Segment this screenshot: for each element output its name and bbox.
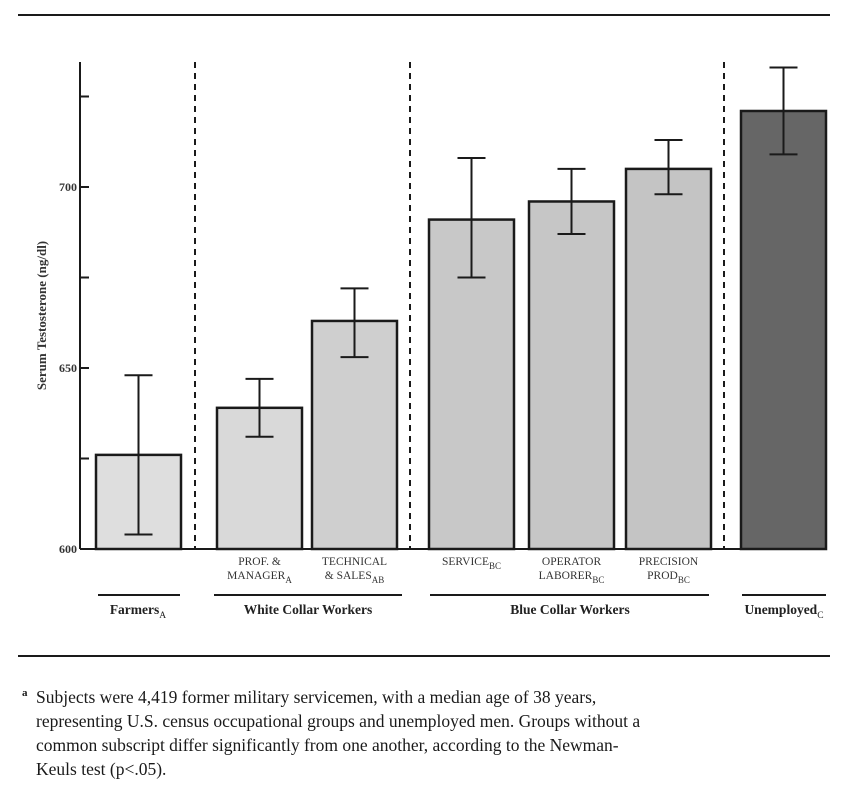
group-subscript: C: [817, 611, 823, 621]
top-rule: [18, 14, 830, 16]
category-label: PRECISION: [639, 556, 699, 568]
bar: [310, 319, 399, 551]
footnote: a Subjects were 4,419 former military se…: [22, 685, 834, 781]
y-tick-label: 700: [59, 180, 77, 194]
category-label: SERVICEBC: [442, 556, 501, 571]
category-subscript: AB: [372, 575, 385, 585]
category-label: & SALESAB: [325, 570, 384, 585]
category-label: LABORERBC: [539, 570, 605, 585]
group-subscript: A: [159, 611, 166, 621]
footnote-line: representing U.S. census occupational gr…: [36, 711, 641, 731]
category-label: MANAGERA: [227, 570, 292, 585]
group-label: FarmersA: [110, 602, 166, 621]
bar: [527, 200, 616, 551]
category-subscript: BC: [678, 575, 690, 585]
y-axis-label: Serum Testosterone (ng/dl): [34, 241, 49, 390]
group-label: Blue Collar Workers: [510, 602, 630, 617]
bar: [739, 109, 828, 551]
footnote-line: Keuls test (p<.05).: [36, 759, 167, 779]
category-subscript: A: [285, 575, 292, 585]
bottom-rule: [18, 655, 830, 657]
group-label: UnemployedC: [744, 602, 823, 621]
category-label: PRODBC: [647, 570, 690, 585]
bar-chart: 600 650 700 Serum Testosterone (ng/dl) PROF.…: [34, 62, 828, 621]
footnote-line: Subjects were 4,419 former military serv…: [36, 687, 597, 707]
category-label: OPERATOR: [542, 556, 602, 568]
footnote-line: common subscript differ significantly fr…: [36, 735, 619, 755]
category-label: TECHNICAL: [322, 556, 387, 568]
y-tick-label: 650: [59, 361, 77, 375]
footnote-marker: a: [22, 687, 28, 699]
category-subscript: BC: [489, 561, 501, 571]
bar: [624, 167, 713, 551]
y-tick-label: 600: [59, 542, 77, 556]
group-label: White Collar Workers: [244, 602, 373, 617]
category-label: PROF. &: [238, 556, 281, 568]
category-subscript: BC: [592, 575, 604, 585]
